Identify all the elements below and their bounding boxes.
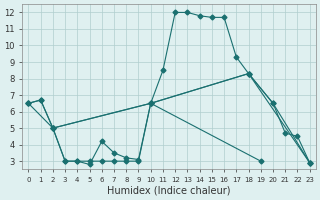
X-axis label: Humidex (Indice chaleur): Humidex (Indice chaleur) bbox=[107, 186, 231, 196]
